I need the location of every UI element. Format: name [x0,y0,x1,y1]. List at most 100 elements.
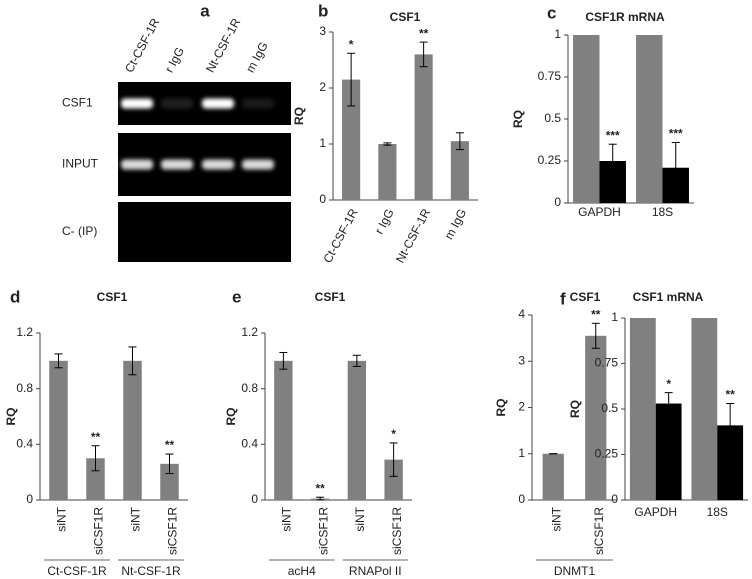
x-tick-label: siNT [549,506,563,531]
y-tick-label: 0.75 [595,356,619,370]
y-axis-label: RQ [224,408,238,426]
y-tick-label: 0.5 [544,111,561,125]
chart-title: CSF1 mRNA [633,290,704,304]
bar [49,360,68,500]
y-tick-label: 0 [554,195,561,209]
x-tick-label: siCSF1R [92,507,106,555]
y-tick-label: 0.4 [241,437,258,451]
x-tick-label: siCSF1R [390,507,404,555]
x-tick-label: siNT [280,506,294,531]
significance: *** [606,128,620,142]
group-label: DNMT1 [554,564,596,578]
lane-label: m IgG [243,39,271,74]
bar [691,318,718,500]
gel-band [202,98,234,109]
significance: ** [315,481,325,495]
y-tick-label: 0 [319,192,326,206]
row-label: C- (IP) [62,224,97,238]
y-axis-label: RQ [4,408,18,426]
row-label: CSF1 [62,96,93,110]
y-tick-label: 1.2 [16,325,33,339]
lane-label: Ct-CSF-1R [122,16,162,75]
y-tick-label: 0 [251,492,258,506]
bar [274,360,293,500]
bar [585,335,607,500]
y-tick-label: 4 [518,307,525,321]
panel-label: a [200,1,210,20]
bar [573,35,600,203]
bar [542,453,564,500]
gel-band [242,98,274,109]
y-axis-label: RQ [292,107,306,125]
chart-title: CSF1 [97,290,128,304]
significance: ** [419,26,429,40]
y-tick-label: 0.5 [601,401,618,415]
gel-band [161,159,193,170]
bar [384,459,403,500]
x-tick-label: r IgG [372,206,397,236]
x-tick-label: siCSF1R [166,507,180,555]
bar [629,318,656,500]
gel-band [242,159,274,170]
y-tick-label: 0.25 [538,153,562,167]
significance: * [666,377,671,391]
x-tick-label: siNT [55,506,69,531]
panel-label: d [10,287,20,306]
y-tick-label: 3 [319,24,326,38]
x-tick-label: Nt-CSF-1R [393,206,433,265]
y-tick-label: 0.8 [241,381,258,395]
bar [160,463,179,500]
gel-band [161,98,193,109]
chart-title: CSF1 [390,10,421,24]
y-tick-label: 3 [518,353,525,367]
x-tick-label: GAPDH [634,505,677,519]
x-tick-label: 18S [707,505,728,519]
significance: * [391,427,396,441]
group-label: Nt-CSF-1R [121,564,181,578]
x-tick-label: siNT [129,506,143,531]
y-tick-label: 0.75 [538,69,562,83]
group-label: acH4 [288,564,316,578]
y-axis-label: RQ [511,110,525,128]
group-label: Ct-CSF-1R [47,564,107,578]
row-label: INPUT [62,157,99,171]
panel-label: c [547,3,556,22]
y-tick-label: 1 [518,446,525,460]
lane-label: Nt-CSF-1R [203,16,243,75]
x-tick-label: siCSF1R [592,507,606,555]
gel-band [121,159,153,170]
panel-label: f [560,289,566,308]
y-tick-label: 0.4 [16,437,33,451]
chart-title: CSF1 [315,290,346,304]
chart-title: CSF1 [570,290,601,304]
significance: ** [91,430,101,444]
y-tick-label: 2 [518,400,525,414]
bar [636,35,663,203]
x-tick-label: siCSF1R [316,507,330,555]
x-tick-label: siNT [353,506,367,531]
y-tick-label: 0 [611,492,618,506]
significance: ** [165,438,175,452]
bar [414,54,433,201]
y-tick-label: 1.2 [241,325,258,339]
panel-label: b [318,1,328,20]
x-tick-label: 18S [652,205,673,219]
bar [655,403,682,500]
y-tick-label: 1 [554,27,561,41]
bar [123,360,142,500]
gel-band [121,98,153,109]
bar [450,141,469,200]
lane-label: r IgG [162,45,187,75]
y-tick-label: 1 [611,310,618,324]
x-tick-label: m IgG [442,206,470,241]
panel-label: e [232,287,241,306]
y-tick-label: 0 [26,492,33,506]
gel-row [118,202,291,262]
y-tick-label: 2 [319,80,326,94]
x-tick-label: GAPDH [578,205,621,219]
bar [347,360,367,500]
gel-band [202,159,234,170]
y-tick-label: 1 [319,136,326,150]
x-tick-label: Ct-CSF-1R [320,206,360,265]
